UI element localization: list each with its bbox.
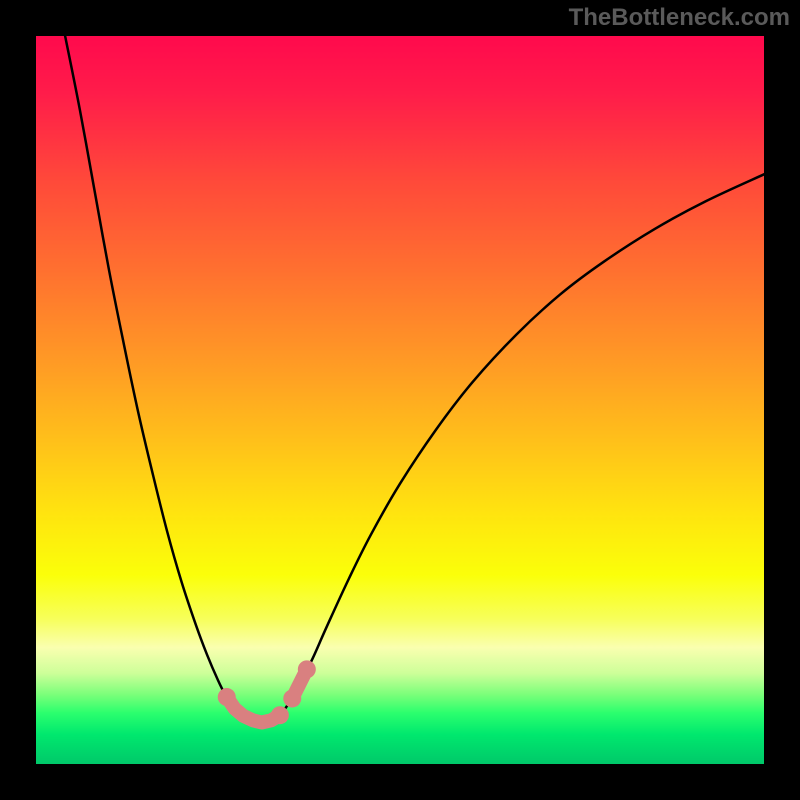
plot-area xyxy=(36,36,764,764)
watermark-text: TheBottleneck.com xyxy=(569,4,790,32)
marker-endpoint xyxy=(218,688,236,706)
markers-svg xyxy=(36,36,764,764)
marker-endpoint xyxy=(283,689,301,707)
marker-endpoint xyxy=(298,660,316,678)
marker-endpoint xyxy=(271,706,289,724)
stage: TheBottleneck.com xyxy=(0,0,800,800)
